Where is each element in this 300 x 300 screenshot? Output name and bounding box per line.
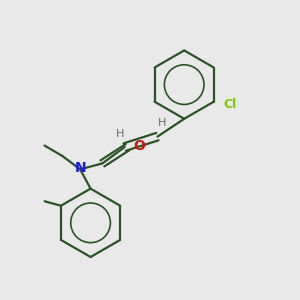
Text: O: O <box>134 139 146 152</box>
Text: N: N <box>74 161 86 176</box>
Text: H: H <box>158 118 166 128</box>
Text: Cl: Cl <box>224 98 237 111</box>
Text: H: H <box>116 129 124 139</box>
